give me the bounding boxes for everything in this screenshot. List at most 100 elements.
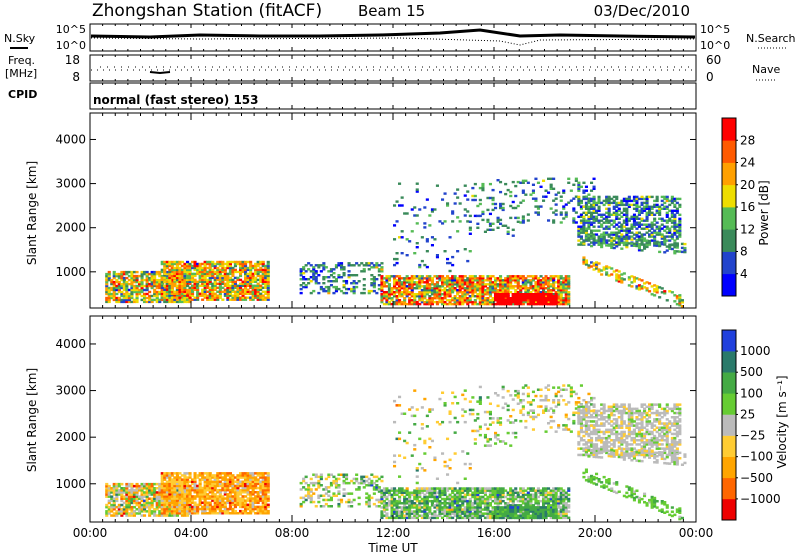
heatmap-cell [650, 221, 654, 224]
heatmap-cell [413, 275, 417, 278]
heatmap-cell [441, 275, 445, 278]
heatmap-cell [494, 295, 498, 298]
heatmap-cell [112, 288, 116, 292]
heatmap-cell [488, 196, 492, 200]
heatmap-cell [261, 507, 265, 511]
heatmap-cell [612, 221, 616, 224]
heatmap-cell [605, 201, 609, 205]
heatmap-cell [395, 257, 399, 261]
heatmap-cell [140, 503, 144, 507]
heatmap-cell [592, 215, 596, 218]
heatmap-cell [476, 281, 480, 284]
heatmap-cell [534, 197, 538, 200]
heatmap-cell [115, 499, 119, 503]
heatmap-cell [506, 277, 510, 280]
heatmap-cell [592, 207, 596, 210]
heatmap-cell [496, 226, 500, 229]
heatmap-cell [552, 289, 556, 292]
heatmap-cell [458, 281, 462, 284]
heatmap-cell [246, 478, 250, 481]
heatmap-cell [577, 183, 581, 186]
heatmap-cell [261, 472, 265, 475]
heatmap-cell [153, 512, 157, 515]
heatmap-cell [372, 266, 376, 269]
heatmap-cell [486, 289, 490, 292]
heatmap-cell [466, 299, 470, 302]
heatmap-cell [357, 264, 361, 267]
heatmap-cell [403, 514, 407, 517]
heatmap-cell [683, 246, 687, 250]
heatmap-cell [658, 225, 662, 228]
heatmap-cell [193, 282, 197, 285]
heatmap-cell [372, 289, 376, 293]
heatmap-cell [592, 241, 596, 244]
heatmap-cell [143, 501, 147, 505]
heatmap-cell [178, 482, 182, 486]
heatmap-cell [140, 505, 144, 509]
heatmap-cell [231, 290, 235, 293]
heatmap-cell [223, 478, 227, 481]
heatmap-cell [587, 234, 591, 238]
heatmap-cell [165, 482, 169, 486]
heatmap-cell [438, 277, 442, 280]
heatmap-cell [218, 472, 222, 475]
heatmap-cell [658, 207, 662, 210]
heatmap-cell [309, 490, 313, 493]
heatmap-cell [122, 501, 126, 505]
heatmap-cell [632, 233, 636, 236]
heatmap-cell [627, 197, 631, 201]
heatmap-cell [163, 288, 167, 291]
heatmap-cell [155, 501, 159, 505]
heatmap-cell [155, 296, 159, 300]
heatmap-cell [158, 499, 162, 503]
heatmap-cell [239, 503, 243, 507]
heatmap-cell [186, 488, 190, 492]
heatmap-cell [264, 491, 268, 494]
heatmap-cell [115, 514, 119, 517]
heatmap-cell [266, 266, 270, 270]
heatmap-cell [413, 214, 417, 217]
heatmap-cell [607, 195, 611, 199]
heatmap-cell [680, 242, 684, 246]
heatmap-cell [607, 213, 611, 216]
heatmap-cell [180, 491, 184, 494]
heatmap-cell [264, 484, 268, 488]
heatmap-cell [501, 297, 505, 300]
heatmap-cell [143, 499, 147, 503]
heatmap-cell [138, 484, 142, 488]
heatmap-cell [595, 215, 599, 218]
heatmap-cell [461, 279, 465, 282]
heatmap-cell [203, 290, 207, 293]
heatmap-cell [228, 491, 232, 494]
heatmap-cell [542, 302, 546, 306]
heatmap-cell [372, 481, 376, 485]
heatmap-cell [208, 292, 212, 295]
heatmap-cell [186, 499, 190, 502]
heatmap-cell [481, 182, 485, 186]
heatmap-cell [251, 482, 255, 486]
heatmap-cell [405, 287, 409, 290]
heatmap-cell [201, 272, 205, 276]
heatmap-cell [435, 295, 439, 298]
heatmap-cell [168, 296, 172, 299]
heatmap-cell [198, 274, 202, 278]
heatmap-cell [153, 491, 157, 494]
heatmap-cell [617, 203, 621, 207]
heatmap-cell [203, 512, 207, 515]
heatmap-cell [153, 510, 157, 513]
heatmap-cell [658, 242, 662, 246]
heatmap-cell [244, 290, 248, 293]
heatmap-cell [600, 219, 604, 222]
heatmap-cell [340, 500, 344, 504]
heatmap-cell [400, 295, 404, 298]
heatmap-cell [501, 279, 505, 282]
heatmap-cell [153, 292, 157, 296]
heatmap-cell [178, 262, 182, 266]
heatmap-cell [249, 262, 253, 266]
heatmap-cell [552, 177, 556, 180]
heatmap-cell [127, 298, 131, 302]
heatmap-cell [188, 292, 192, 296]
heatmap-cell [201, 280, 205, 283]
heatmap-cell [110, 294, 114, 298]
heatmap-cell [451, 287, 455, 290]
